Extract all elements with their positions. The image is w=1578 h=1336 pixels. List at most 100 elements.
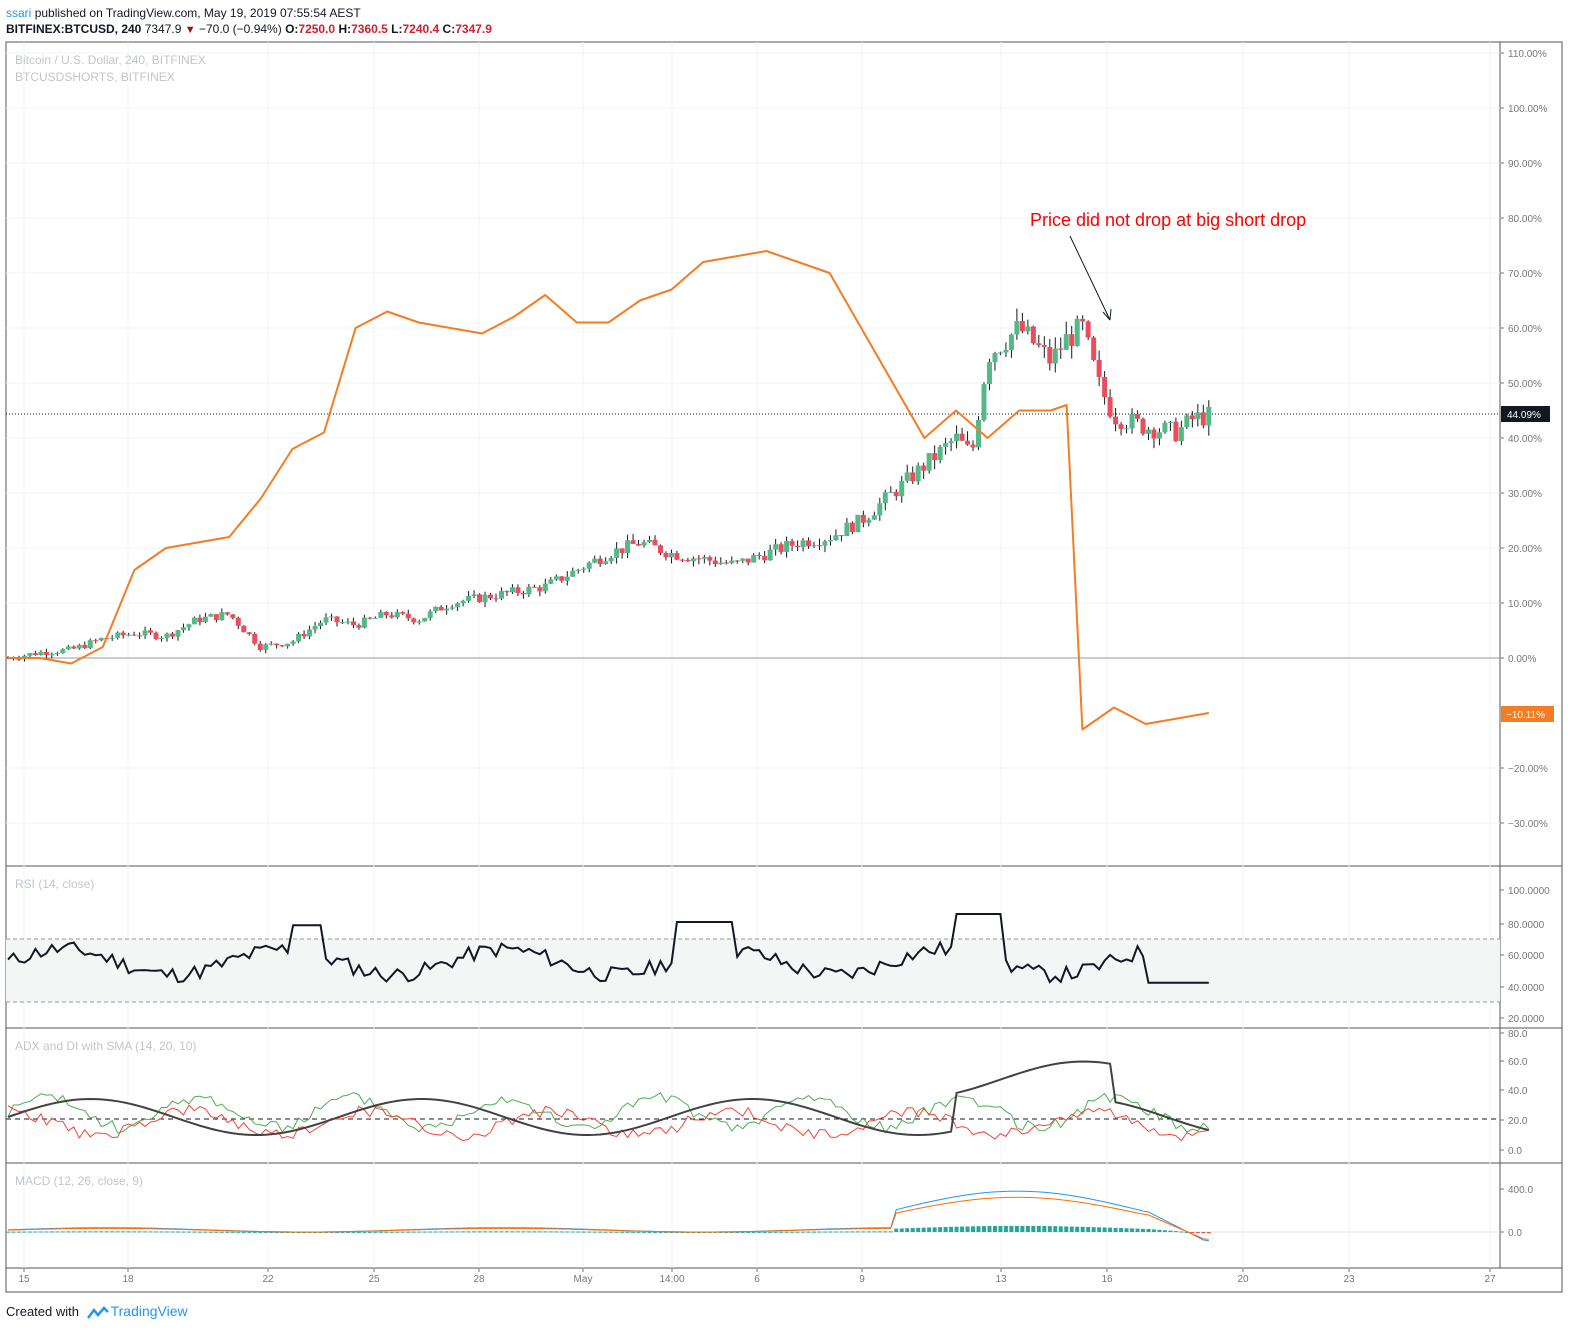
candle-body (816, 545, 822, 547)
candle-body (531, 586, 537, 588)
macd-histogram-bar (713, 1231, 718, 1233)
candle-body (142, 630, 148, 636)
publisher-name[interactable]: ssari (6, 6, 32, 20)
macd-histogram-bar (1047, 1226, 1052, 1232)
macd-histogram-bar (137, 1231, 142, 1233)
candle-body (685, 559, 691, 562)
macd-histogram-bar (855, 1231, 860, 1233)
macd-histogram-bar (143, 1231, 148, 1233)
macd-histogram-bar (208, 1231, 213, 1233)
rsi-axis[interactable]: 100.0000 80.0000 60.0000 40.0000 20.0000 (1500, 886, 1550, 1025)
candle-body (921, 465, 927, 471)
macd-histogram-bar (565, 1231, 570, 1233)
candle-body (383, 612, 389, 616)
macd-axis[interactable]: 400.0 0.0 (1500, 1185, 1533, 1239)
price-tick-label: 0.00% (1508, 654, 1536, 665)
candle-body (619, 548, 625, 554)
candle-body (932, 453, 938, 461)
macd-histogram-bar (510, 1231, 515, 1233)
candle-body (378, 612, 384, 618)
macd-histogram-bar (170, 1231, 175, 1233)
candle-body (860, 514, 866, 523)
candle-body (131, 634, 137, 636)
macd-histogram-bar (1124, 1228, 1129, 1232)
candle-body (849, 522, 855, 533)
macd-histogram-bar (932, 1227, 937, 1232)
pane-tick-label: 400.0 (1508, 1185, 1533, 1196)
candle-body (32, 653, 38, 656)
macd-histogram-bar (543, 1231, 548, 1233)
macd-histogram-bar (548, 1231, 553, 1233)
time-tick-label: 16 (1101, 1274, 1113, 1285)
candle-body (312, 626, 318, 630)
macd-histogram-bar (850, 1231, 855, 1233)
candle-body (976, 419, 982, 448)
candle-body (652, 539, 658, 546)
main-price-axis[interactable]: 110.00% 100.00% 90.00% 80.00% 70.00% 60.00% 50… (1500, 49, 1548, 830)
macd-histogram-bar (987, 1226, 992, 1232)
macd-histogram-bar (592, 1231, 597, 1233)
macd-histogram-bar (367, 1231, 372, 1233)
candle-body (729, 560, 735, 564)
adx-axis[interactable]: 80.0 60.0 40.0 20.0 0.0 (1500, 1029, 1528, 1157)
macd-histogram-bar (203, 1231, 208, 1233)
candle-body (570, 570, 576, 577)
pane-tick-label: 20.0000 (1508, 1014, 1545, 1025)
tradingview-brand[interactable]: TradingView (110, 1303, 188, 1319)
candle-body (614, 548, 620, 558)
symbol-label[interactable]: BITFINEX:BTCUSD, 240 (6, 22, 142, 36)
macd-histogram-bar (724, 1231, 729, 1233)
macd-histogram-bar (801, 1231, 806, 1233)
macd-histogram-bar (674, 1231, 679, 1233)
macd-histogram-bar (784, 1231, 789, 1233)
macd-histogram-bar (1173, 1231, 1178, 1233)
candle-body (915, 465, 921, 482)
macd-histogram-bar (1020, 1225, 1025, 1232)
macd-histogram-bar (740, 1231, 745, 1233)
candle-body (444, 608, 450, 611)
candle-body (49, 654, 55, 656)
macd-histogram-bar (477, 1231, 482, 1233)
candle-body (526, 586, 532, 595)
macd-histogram-bar (669, 1231, 674, 1233)
last-price: 7347.9 (144, 22, 182, 36)
price-tick-label: 100.00% (1508, 104, 1548, 115)
candle-body (137, 635, 143, 637)
candle-body (647, 539, 653, 543)
macd-histogram-bar (526, 1231, 531, 1233)
macd-histogram-bar (647, 1231, 652, 1233)
macd-histogram-bar (598, 1231, 603, 1233)
candle-body (734, 560, 740, 562)
candle-body (71, 646, 77, 649)
candle-body (1030, 326, 1036, 344)
candle-body (784, 541, 790, 552)
macd-histogram-bar (362, 1231, 367, 1233)
candle-body (795, 545, 801, 548)
chart-canvas[interactable]: Bitcoin / U.S. Dollar, 240, BITFINEX BTC… (0, 0, 1578, 1300)
chart-frame (5, 41, 1563, 1293)
annotation-text[interactable]: Price did not drop at big short drop (1030, 210, 1306, 230)
candle-body (164, 633, 170, 638)
candle-body (109, 637, 115, 639)
candle-body (1118, 424, 1124, 429)
pane-tick-label: 100.0000 (1508, 886, 1550, 897)
macd-histogram-bar (1184, 1231, 1189, 1233)
macd-histogram-bar (493, 1231, 498, 1233)
candle-body (202, 616, 208, 623)
macd-histogram-bar (762, 1231, 767, 1233)
price-tick-label: 110.00% (1508, 49, 1547, 60)
candle-body (663, 552, 669, 558)
candle-body (564, 576, 570, 581)
time-axis[interactable]: 15 18 22 25 28 May 14:00 6 9 13 16 20 23 27 (18, 1268, 1496, 1285)
candle-body (641, 542, 647, 546)
macd-histogram-bar (148, 1231, 153, 1233)
macd-histogram-bar (1003, 1225, 1008, 1232)
macd-histogram-bar (779, 1231, 784, 1233)
macd-histogram-bar (1042, 1226, 1047, 1232)
candle-body (811, 545, 817, 547)
time-tick-label: 18 (122, 1274, 134, 1285)
macd-histogram-bar (384, 1231, 389, 1233)
candle-body (422, 617, 428, 622)
candle-body (504, 591, 510, 593)
candle-body (180, 627, 186, 631)
